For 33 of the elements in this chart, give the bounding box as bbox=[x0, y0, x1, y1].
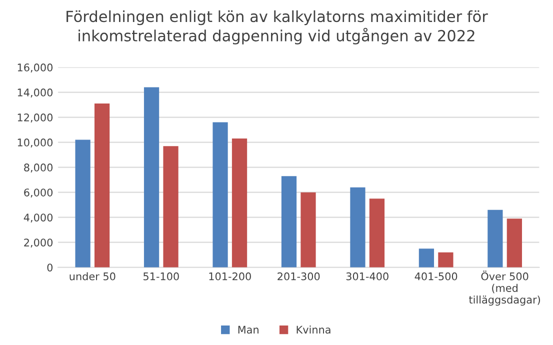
bar bbox=[212, 122, 228, 268]
x-tick-label: 101-200 bbox=[209, 272, 251, 280]
y-tick-label: 6,000 bbox=[24, 188, 53, 198]
bar bbox=[232, 138, 248, 268]
y-tick-label: 14,000 bbox=[18, 88, 53, 98]
x-tick-label: 401-500 bbox=[414, 272, 458, 280]
x-tick-label: under 50 bbox=[70, 272, 116, 280]
legend-label: Man bbox=[238, 326, 258, 334]
bar bbox=[300, 192, 316, 268]
y-tick-label: 0 bbox=[47, 264, 53, 272]
x-tick-label: 201-300 bbox=[278, 272, 320, 280]
bar bbox=[94, 104, 110, 268]
bar bbox=[488, 210, 503, 268]
bar bbox=[163, 146, 178, 268]
bar bbox=[506, 218, 522, 268]
bar bbox=[369, 198, 385, 268]
bar bbox=[418, 248, 434, 268]
bar bbox=[144, 87, 160, 268]
x-tick-label: Över 500 (med tilläggsdagar) bbox=[469, 270, 540, 306]
legend-label: Kvinna bbox=[296, 326, 330, 334]
bar bbox=[281, 176, 297, 268]
y-tick-label: 8,000 bbox=[24, 164, 53, 172]
x-tick-label: 51-100 bbox=[144, 272, 179, 280]
y-tick-label: 12,000 bbox=[18, 114, 53, 122]
bar bbox=[75, 140, 90, 268]
y-tick-label: 2,000 bbox=[24, 238, 53, 248]
bar bbox=[350, 187, 366, 268]
y-tick-label: 16,000 bbox=[18, 64, 53, 72]
bar bbox=[438, 252, 454, 268]
chart-title: Fördelningen enligt kön av kalkylatorns maximitider för inkomstrelaterad dagpenning vid utgången av 2022 bbox=[66, 10, 488, 44]
y-tick-label: 4,000 bbox=[24, 214, 53, 223]
x-tick-label: 301-400 bbox=[346, 272, 388, 280]
y-tick-label: 10,000 bbox=[18, 138, 53, 148]
